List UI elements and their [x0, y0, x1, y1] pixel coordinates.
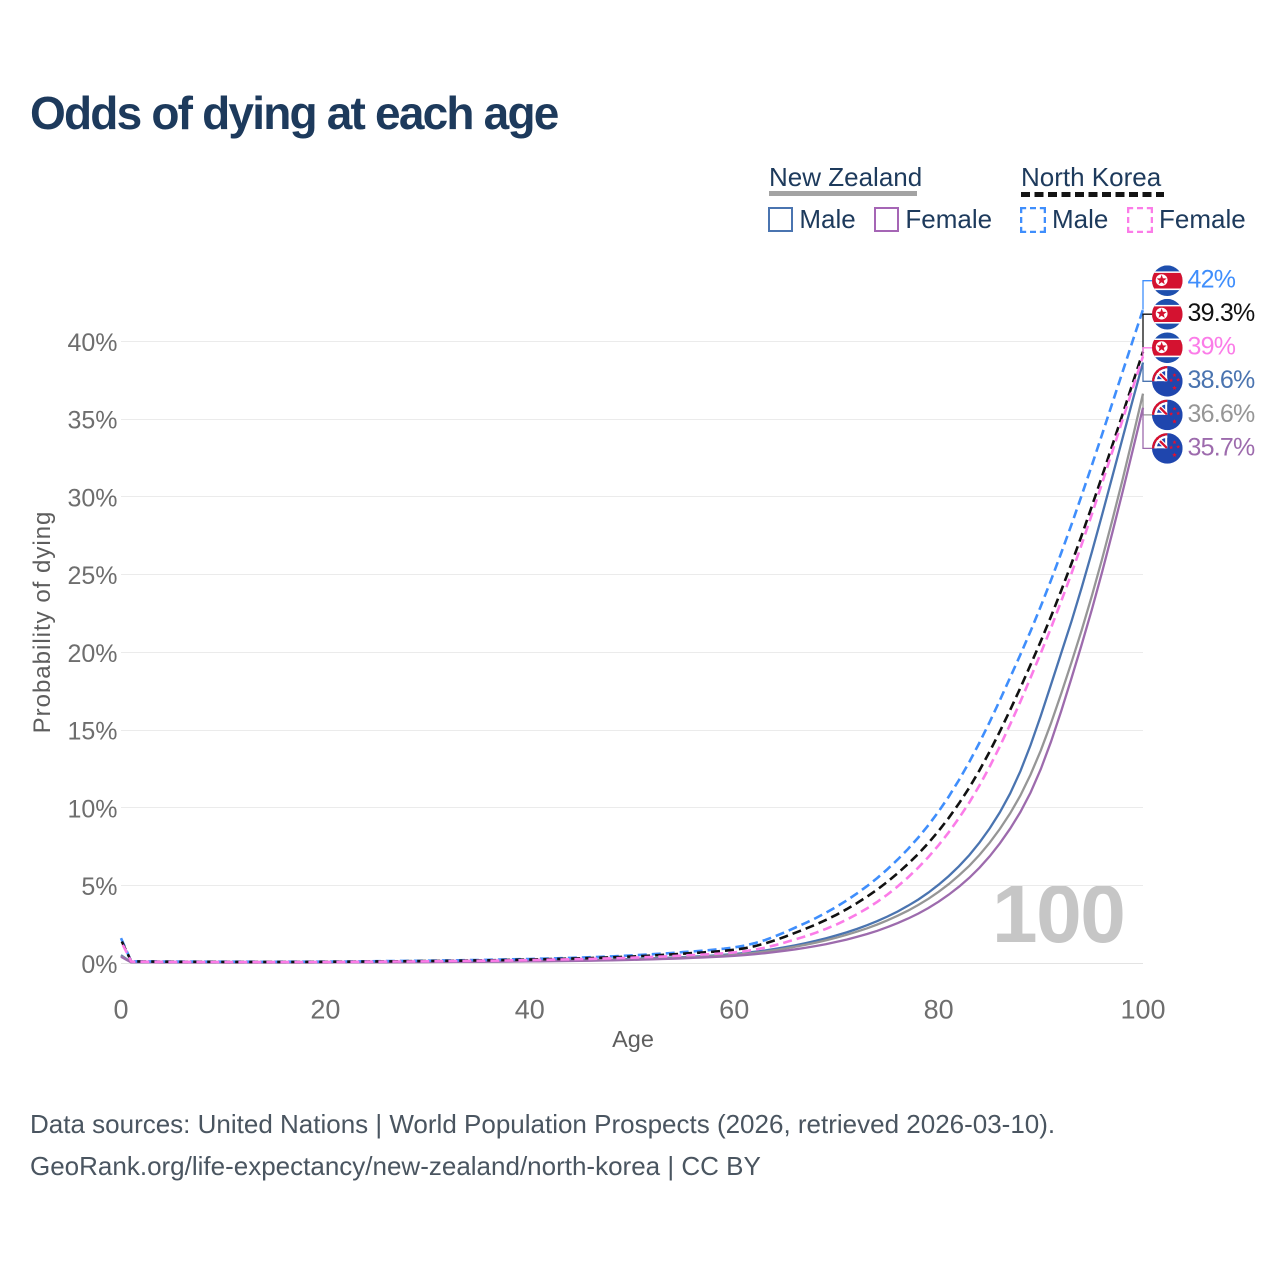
- svg-text:100: 100: [1120, 995, 1165, 1025]
- svg-text:80: 80: [924, 995, 954, 1025]
- svg-text:0: 0: [113, 995, 128, 1025]
- svg-text:35%: 35%: [67, 407, 117, 435]
- svg-text:30%: 30%: [67, 484, 117, 512]
- svg-text:39.3%: 39.3%: [1188, 299, 1255, 327]
- svg-text:36.6%: 36.6%: [1188, 400, 1255, 428]
- svg-text:39%: 39%: [1188, 333, 1236, 361]
- svg-text:25%: 25%: [67, 562, 117, 590]
- svg-text:40%: 40%: [67, 329, 117, 357]
- svg-text:35.7%: 35.7%: [1188, 433, 1255, 461]
- svg-text:42%: 42%: [1188, 266, 1236, 294]
- svg-text:60: 60: [719, 995, 749, 1025]
- svg-text:5%: 5%: [81, 873, 117, 901]
- svg-text:20%: 20%: [67, 640, 117, 668]
- svg-text:40: 40: [515, 995, 545, 1025]
- svg-text:20: 20: [310, 995, 340, 1025]
- svg-text:15%: 15%: [67, 718, 117, 746]
- svg-text:10%: 10%: [67, 795, 117, 823]
- svg-text:0%: 0%: [81, 951, 117, 979]
- svg-text:38.6%: 38.6%: [1188, 366, 1255, 394]
